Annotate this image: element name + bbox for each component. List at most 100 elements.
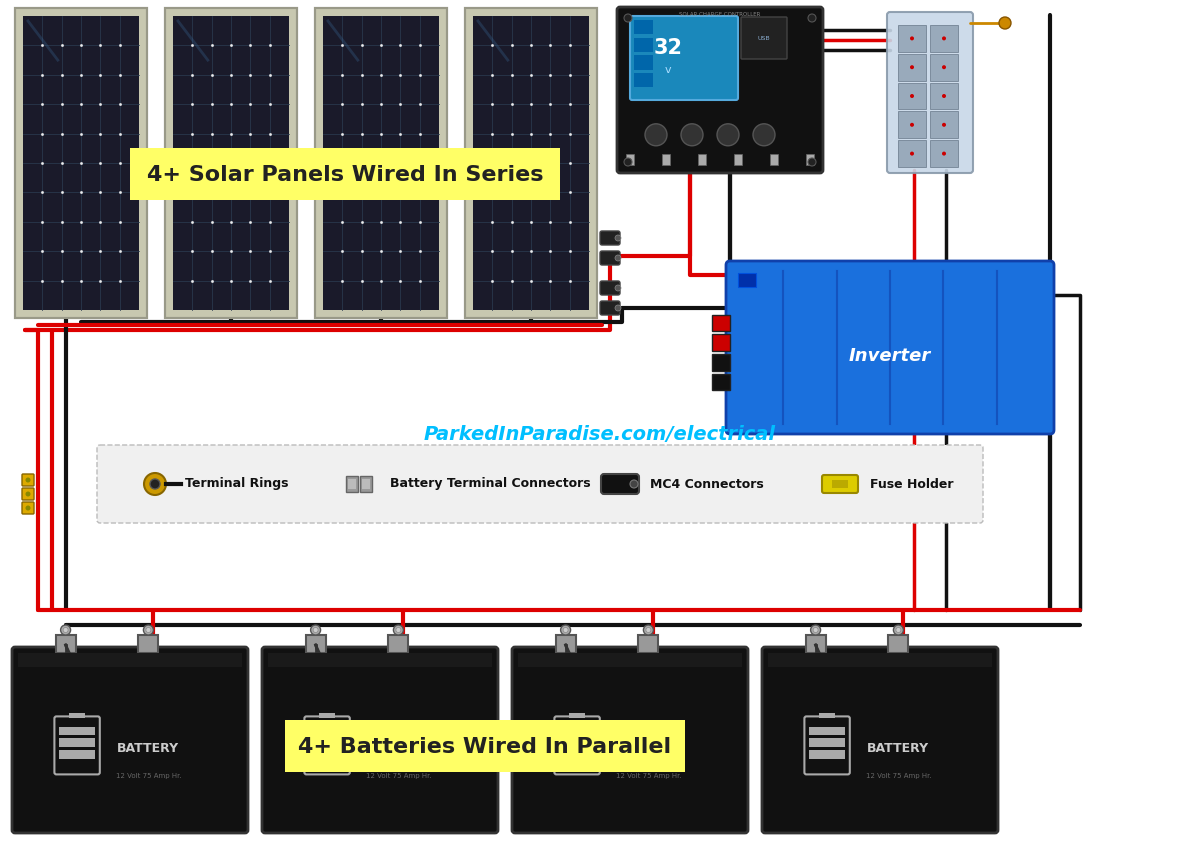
Bar [314, 8, 446, 318]
Circle shape [814, 627, 818, 632]
Bar [559, 727, 595, 735]
Circle shape [910, 123, 914, 127]
Circle shape [311, 625, 320, 635]
Bar [323, 16, 439, 310]
Bar [712, 354, 730, 371]
Circle shape [896, 627, 901, 632]
Circle shape [624, 14, 632, 22]
FancyBboxPatch shape [512, 647, 748, 833]
FancyBboxPatch shape [262, 647, 498, 833]
Text: 12 Volt 75 Amp Hr.: 12 Volt 75 Amp Hr. [616, 773, 682, 779]
Text: BATTERY: BATTERY [617, 742, 679, 756]
FancyBboxPatch shape [600, 251, 620, 265]
Circle shape [893, 625, 904, 635]
Bar [898, 82, 926, 110]
Circle shape [718, 124, 739, 146]
Bar [930, 25, 958, 51]
Text: 4+ Solar Panels Wired In Series: 4+ Solar Panels Wired In Series [146, 165, 544, 185]
Circle shape [942, 94, 946, 98]
Bar [473, 16, 589, 310]
Circle shape [150, 479, 160, 489]
Text: 12 Volt 75 Amp Hr.: 12 Volt 75 Amp Hr. [115, 773, 181, 779]
Text: BATTERY: BATTERY [118, 742, 180, 756]
FancyBboxPatch shape [600, 301, 620, 315]
Text: 32: 32 [654, 39, 683, 58]
Circle shape [942, 36, 946, 40]
Bar [898, 54, 926, 81]
Bar [806, 154, 814, 166]
Bar [389, 635, 408, 653]
Circle shape [910, 65, 914, 69]
Bar [310, 739, 344, 747]
Bar [930, 54, 958, 81]
Bar [634, 73, 653, 88]
Bar [738, 273, 756, 287]
Bar [898, 140, 926, 167]
FancyBboxPatch shape [617, 7, 823, 173]
Bar [14, 8, 148, 318]
Bar [138, 635, 158, 653]
Bar [166, 8, 298, 318]
Bar [60, 739, 95, 747]
Circle shape [560, 625, 571, 635]
Circle shape [942, 152, 946, 155]
Bar [68, 713, 85, 718]
Bar [626, 154, 634, 166]
Text: MC4 Connectors: MC4 Connectors [650, 478, 763, 491]
Circle shape [811, 625, 821, 635]
Bar [712, 374, 730, 390]
FancyBboxPatch shape [822, 475, 858, 493]
FancyBboxPatch shape [601, 474, 640, 494]
Circle shape [808, 158, 816, 166]
Circle shape [25, 478, 30, 482]
Bar [930, 82, 958, 110]
Bar [348, 479, 356, 489]
Circle shape [942, 65, 946, 69]
Circle shape [998, 17, 1010, 29]
FancyBboxPatch shape [887, 12, 973, 173]
FancyBboxPatch shape [600, 231, 620, 245]
Circle shape [25, 492, 30, 497]
FancyBboxPatch shape [726, 261, 1054, 434]
Bar [734, 154, 742, 166]
Bar [60, 727, 95, 735]
Bar [634, 38, 653, 52]
Circle shape [396, 627, 401, 632]
Circle shape [64, 627, 68, 632]
Circle shape [616, 285, 622, 291]
Text: Battery Terminal Connectors: Battery Terminal Connectors [390, 478, 590, 491]
Text: 4+ Batteries Wired In Parallel: 4+ Batteries Wired In Parallel [299, 737, 672, 757]
Bar [360, 476, 372, 492]
Text: 12 Volt 75 Amp Hr.: 12 Volt 75 Amp Hr. [865, 773, 931, 779]
Bar [518, 653, 742, 668]
Circle shape [616, 255, 622, 261]
Text: Fuse Holder: Fuse Holder [870, 478, 954, 491]
Circle shape [646, 124, 667, 146]
Bar [556, 635, 576, 653]
Text: BATTERY: BATTERY [367, 742, 430, 756]
Bar [809, 750, 845, 758]
Bar [712, 335, 730, 351]
Bar [898, 25, 926, 51]
Circle shape [643, 625, 653, 635]
Text: v: v [665, 65, 672, 75]
Bar [55, 635, 76, 653]
Circle shape [630, 480, 638, 488]
Bar [818, 713, 835, 718]
Bar [712, 315, 730, 331]
Circle shape [682, 124, 703, 146]
Bar [314, 8, 446, 318]
FancyBboxPatch shape [22, 502, 34, 514]
Circle shape [808, 14, 816, 22]
Circle shape [942, 123, 946, 127]
FancyBboxPatch shape [22, 474, 34, 486]
FancyBboxPatch shape [22, 488, 34, 500]
Circle shape [910, 94, 914, 98]
Bar [466, 8, 598, 318]
FancyBboxPatch shape [630, 16, 738, 100]
Text: USB: USB [757, 35, 770, 40]
Bar [569, 713, 586, 718]
Circle shape [25, 505, 30, 511]
Bar [559, 750, 595, 758]
Circle shape [910, 152, 914, 155]
